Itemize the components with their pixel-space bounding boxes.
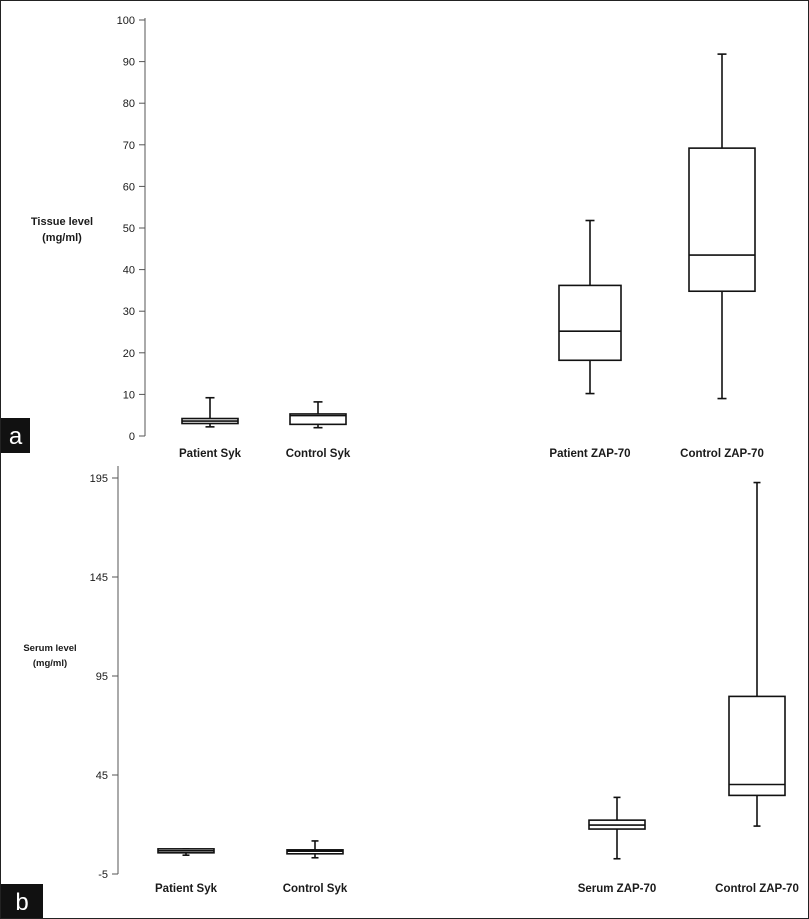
panel-a-y-tick-label: 40 [123, 265, 135, 277]
panel-a-y-tick-label: 60 [123, 181, 135, 193]
panel-a-category-label: Patient Syk [179, 448, 242, 460]
panel-b-category-label: Control Syk [283, 883, 348, 895]
panel-a-category-label: Control ZAP-70 [680, 448, 764, 460]
panel-b-y-tick-label: 145 [90, 572, 108, 584]
panel-a-y-tick-label: 80 [123, 98, 135, 110]
panel-a-ylabel-line2: (mg/ml) [42, 232, 82, 244]
panel-b-label-badge: b [1, 884, 43, 918]
panel-b-category-label: Serum ZAP-70 [578, 883, 657, 895]
box-iqr [728, 695, 786, 797]
panel-b-y-tick-label: -5 [98, 869, 108, 881]
panel-b-category-label: Control ZAP-70 [715, 883, 799, 895]
box-iqr [688, 147, 756, 293]
box-iqr [289, 413, 347, 426]
panel-b-category-label: Patient Syk [155, 883, 218, 895]
panel-a-box-3 [558, 219, 622, 395]
panel-a-y-tick-label: 20 [123, 348, 135, 360]
panel-b-letter: b [15, 889, 28, 916]
panel-a-box-4 [688, 53, 756, 400]
panel-a-y-tick-label: 70 [123, 140, 135, 152]
panel-b-ylabel-line1: Serum level [23, 643, 76, 654]
panel-b-badge-bg [1, 884, 43, 918]
panel-a-y-tick-label: 100 [117, 15, 135, 27]
box-iqr [558, 284, 622, 362]
panel-b-chart: Serum level (mg/ml) -5 45 95 145 195 Patient … [23, 466, 799, 895]
panel-a-ylabel-line1: Tissue level [31, 216, 93, 228]
panel-b-ylabel-line2: (mg/ml) [33, 658, 67, 669]
panel-a-y-tick-label: 90 [123, 57, 135, 69]
panel-b-y-tick-label: 95 [96, 671, 108, 683]
panel-a-letter: a [9, 423, 23, 450]
panel-a-category-label: Control Syk [286, 448, 351, 460]
panel-a-label-badge: a [1, 418, 30, 453]
panel-b-y-tick-label: 45 [96, 770, 108, 782]
panel-b-y-tick-label: 195 [90, 473, 108, 485]
panel-a-y-tick-label: 0 [129, 431, 135, 443]
panel-b-box-2 [286, 840, 344, 859]
panel-a-y-tick-label: 10 [123, 389, 135, 401]
panel-a-y-tick-label: 30 [123, 306, 135, 318]
panel-b-box-3 [588, 796, 646, 860]
panel-b-box-4 [728, 481, 786, 827]
panel-a-badge-bg [1, 418, 30, 453]
panel-a-category-label: Patient ZAP-70 [549, 448, 630, 460]
panel-a-chart: Tissue level (mg/ml) 0 10 20 30 40 50 60 70 80 90… [31, 15, 764, 460]
panel-b-box-1 [157, 848, 215, 856]
panel-a-box-2 [289, 401, 347, 429]
panel-a-y-tick-label: 50 [123, 223, 135, 235]
panel-a-box-1 [181, 396, 239, 428]
